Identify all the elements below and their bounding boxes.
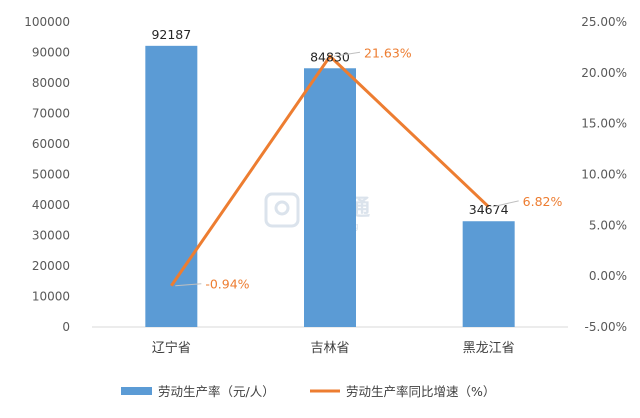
y-right-tick-label: 25.00% <box>581 15 627 29</box>
line-data-labels: -0.94% 21.63% 6.82% <box>175 45 563 292</box>
bar-value-label: 84830 <box>310 49 350 64</box>
y-left-tick-label: 0 <box>62 320 70 334</box>
category-label: 黑龙江省 <box>463 341 515 356</box>
legend-swatch-bar <box>121 387 152 395</box>
y-right-tick-label: 10.00% <box>581 168 627 182</box>
left-axis: 0 10000 20000 30000 40000 50000 60000 70000 8000… <box>24 15 70 334</box>
y-left-tick-label: 20000 <box>32 259 70 273</box>
y-right-tick-label: 20.00% <box>581 66 627 80</box>
line-value-label: 21.63% <box>364 45 412 60</box>
y-right-tick-label: 5.00% <box>589 218 627 232</box>
bar-2 <box>304 68 356 328</box>
watermark-logo <box>264 192 300 228</box>
y-right-tick-label: 15.00% <box>581 117 627 131</box>
legend-label-line: 劳动生产率同比增速（%） <box>346 384 495 399</box>
y-left-tick-label: 40000 <box>32 198 70 212</box>
line-series <box>170 54 490 287</box>
y-left-tick-label: 100000 <box>24 15 70 29</box>
line-label-leader <box>492 200 519 208</box>
y-left-tick-label: 60000 <box>32 137 70 151</box>
bar-value-label: 92187 <box>151 27 191 42</box>
y-left-tick-label: 80000 <box>32 76 70 90</box>
category-label: 辽宁省 <box>152 340 191 356</box>
bar-value-label: 34674 <box>469 202 509 217</box>
y-right-tick-label: -5.00% <box>585 320 627 334</box>
category-labels: 辽宁省 吉林省 黑龙江省 <box>152 340 515 356</box>
line-value-label: -0.94% <box>205 277 249 292</box>
bar-3 <box>462 221 515 327</box>
category-label: 吉林省 <box>310 341 349 356</box>
legend-label-bar: 劳动生产率（元/人） <box>158 384 275 399</box>
y-left-tick-label: 70000 <box>32 107 70 121</box>
watermark-logo-dot <box>274 200 290 216</box>
line-label-leader <box>175 283 202 287</box>
y-right-tick-label: 0.00% <box>589 269 627 283</box>
right-axis: -5.00% 0.00% 5.00% 10.00% 15.00% 20.00% 25.00% <box>581 15 627 334</box>
y-left-tick-label: 30000 <box>32 229 70 243</box>
bar-series <box>145 45 515 328</box>
y-left-tick-label: 10000 <box>32 290 70 304</box>
legend: 劳动生产率（元/人） 劳动生产率同比增速（%） <box>121 384 495 399</box>
bar-1 <box>145 45 198 327</box>
growth-line <box>170 54 490 287</box>
y-left-tick-label: 50000 <box>32 168 70 182</box>
line-label-leader <box>333 51 361 57</box>
line-value-label: 6.82% <box>523 194 563 209</box>
y-left-tick-label: 90000 <box>32 46 70 60</box>
bar-data-labels: 92187 84830 34674 <box>151 27 508 217</box>
